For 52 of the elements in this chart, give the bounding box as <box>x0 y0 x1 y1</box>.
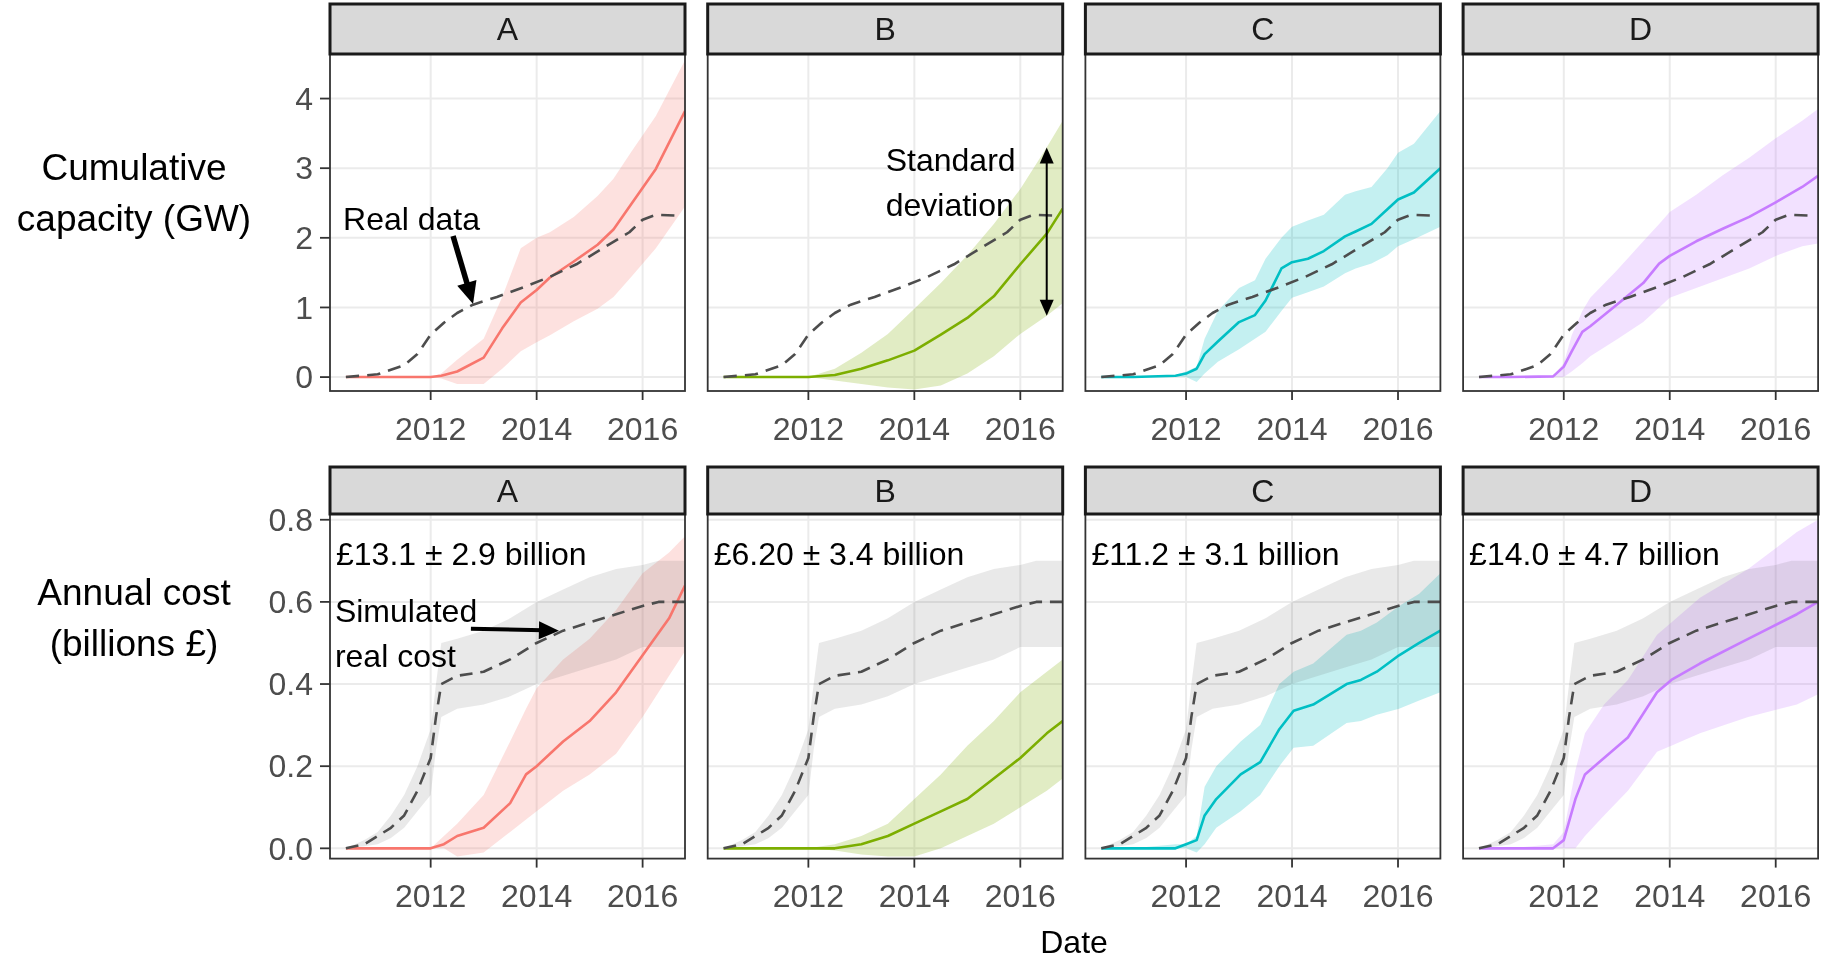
annotation: Real data <box>343 200 481 237</box>
x-tick-label: 2014 <box>501 411 573 447</box>
x-tick-label: 2014 <box>878 878 950 914</box>
chart-title: D <box>1629 11 1653 47</box>
chart-title: B <box>874 472 896 509</box>
x-tick-label: 2014 <box>1634 411 1706 447</box>
y-axis-title: Annual cost (billions £) <box>37 571 232 664</box>
y-tick-label: 1 <box>295 289 313 326</box>
x-tick-label: 2016 <box>984 878 1056 914</box>
y-tick-label: 0.4 <box>268 666 313 703</box>
x-tick-label: 2012 <box>1150 411 1222 447</box>
chart-title: A <box>496 472 519 509</box>
chart-title: A <box>496 11 519 47</box>
chart-title: C <box>1251 11 1275 47</box>
text: £13.1 ± 2.9 billion <box>336 536 587 572</box>
x-tick-label: 2016 <box>1740 878 1812 914</box>
x-tick-label: 2012 <box>395 411 467 447</box>
text: £6.20 ± 3.4 billion <box>713 536 965 572</box>
annotation: Standard deviation <box>885 142 1016 224</box>
x-axis-title: Date <box>1040 924 1108 957</box>
x-tick-label: 2014 <box>501 878 573 914</box>
y-tick-label: 0.2 <box>268 748 313 785</box>
y-tick-label: 0 <box>295 359 313 396</box>
x-tick-label: 2014 <box>1256 878 1328 914</box>
text: £14.0 ± 4.7 billion <box>1469 536 1720 572</box>
x-tick-label: 2016 <box>984 411 1056 447</box>
x-tick-label: 2012 <box>395 878 467 914</box>
y-tick-label: 0.0 <box>268 830 313 867</box>
x-tick-label: 2016 <box>607 411 679 447</box>
x-tick-label: 2016 <box>607 878 679 914</box>
y-tick-label: 0.8 <box>268 501 313 538</box>
x-tick-label: 2012 <box>1528 411 1600 447</box>
annotation: Simulated real cost <box>334 592 478 674</box>
chart-title: D <box>1629 472 1653 509</box>
x-tick-label: 2016 <box>1740 411 1812 447</box>
text: £11.2 ± 3.1 billion <box>1091 536 1340 572</box>
x-tick-label: 2016 <box>1362 878 1434 914</box>
x-tick-label: 2012 <box>1150 878 1222 914</box>
x-tick-label: 2012 <box>1528 878 1600 914</box>
y-axis-title: Cumulative capacity (GW) <box>16 146 252 239</box>
y-tick-label: 2 <box>295 220 313 257</box>
x-tick-label: 2016 <box>1362 411 1434 447</box>
chart-title: C <box>1251 472 1275 509</box>
chart-title: B <box>874 11 896 47</box>
x-tick-label: 2014 <box>878 411 950 447</box>
x-tick-label: 2012 <box>772 411 844 447</box>
x-tick-label: 2014 <box>1634 878 1706 914</box>
y-tick-label: 3 <box>295 150 313 187</box>
x-tick-label: 2014 <box>1256 411 1328 447</box>
y-tick-label: 0.6 <box>268 584 313 621</box>
x-tick-label: 2012 <box>772 878 844 914</box>
y-tick-label: 4 <box>295 80 313 117</box>
